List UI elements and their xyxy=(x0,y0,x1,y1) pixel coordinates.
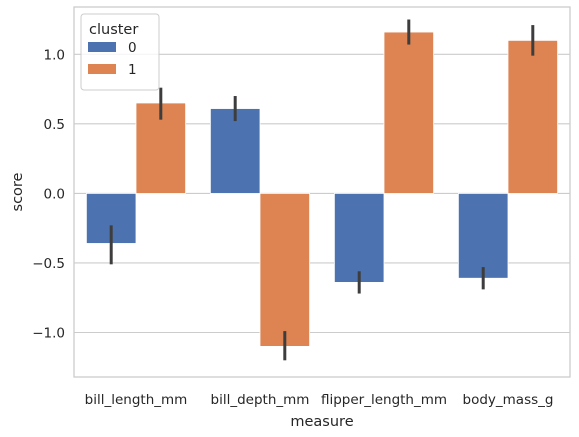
y-tick-label: 0.0 xyxy=(44,186,65,202)
bar xyxy=(507,39,558,194)
legend: cluster 01 xyxy=(80,13,160,91)
error-bars xyxy=(109,19,535,361)
bar xyxy=(333,192,385,283)
legend-label: 0 xyxy=(128,40,137,56)
y-tick-label: 0.5 xyxy=(44,117,65,133)
legend-swatch xyxy=(88,42,116,52)
y-tick-labels: −1.0 −0.5 0.0 0.5 1.0 xyxy=(32,47,65,341)
x-tick-label: bill_length_mm xyxy=(85,392,188,408)
legend-items: 01 xyxy=(88,40,137,78)
legend-swatch xyxy=(88,64,116,74)
x-tick-label: body_mass_g xyxy=(463,392,554,408)
x-axis-label: measure xyxy=(290,414,353,430)
y-tick-label: −1.0 xyxy=(32,325,65,341)
x-tick-labels: bill_length_mm bill_depth_mm flipper_lengt… xyxy=(85,392,554,408)
y-axis-label: score xyxy=(10,172,26,211)
legend-title: cluster xyxy=(89,22,138,38)
bar xyxy=(383,31,434,194)
bar xyxy=(457,192,509,279)
bar xyxy=(135,102,186,194)
bars xyxy=(86,31,558,347)
legend-label: 1 xyxy=(128,62,137,78)
plot-frame xyxy=(73,6,571,378)
y-tick-label: 1.0 xyxy=(44,47,65,63)
bar xyxy=(259,192,310,347)
x-tick-label: flipper_length_mm xyxy=(321,392,447,408)
y-tick-label: −0.5 xyxy=(32,256,65,272)
bar xyxy=(209,108,261,194)
x-tick-label: bill_depth_mm xyxy=(211,392,310,408)
